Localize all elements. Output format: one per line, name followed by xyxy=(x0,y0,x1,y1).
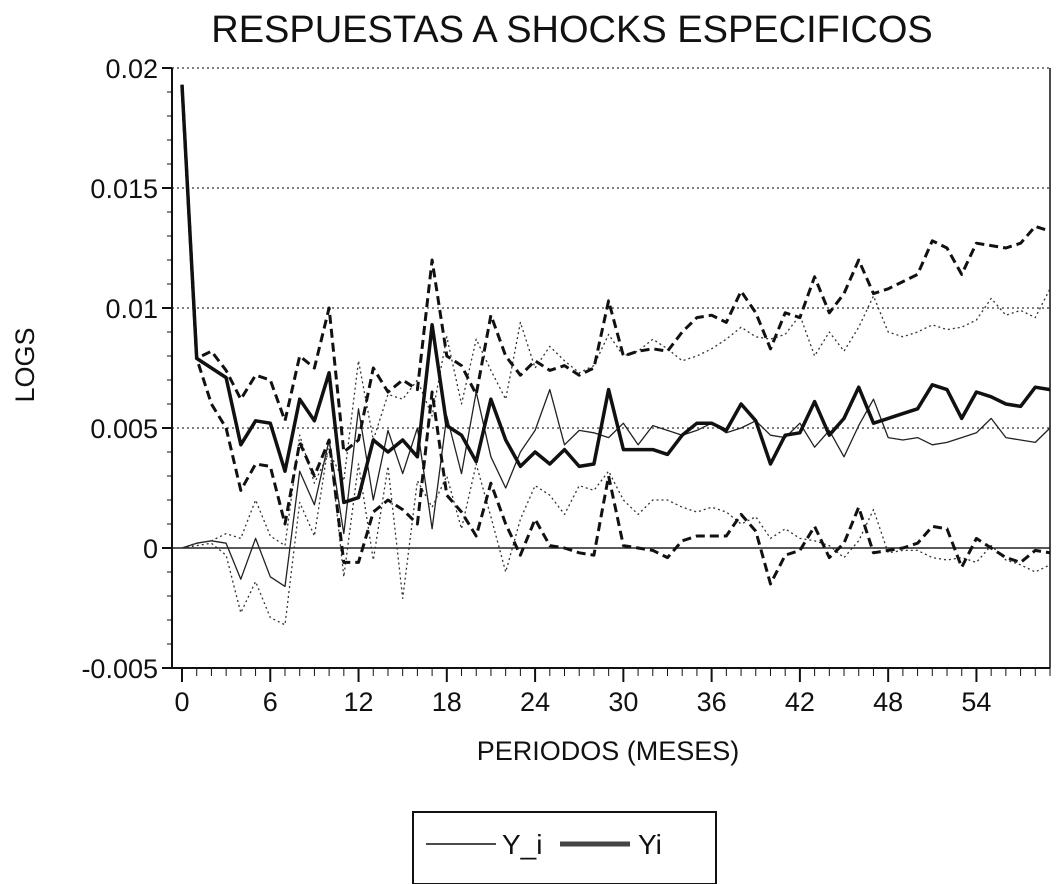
series-line-y-i-upper-band xyxy=(181,288,1051,549)
x-tick-label: 48 xyxy=(873,687,903,717)
y-tick-label: 0.005 xyxy=(90,414,158,444)
legend: Y_i Yi xyxy=(412,811,717,884)
legend-label-yi: Yi xyxy=(638,829,662,860)
x-tick-label: 30 xyxy=(608,687,638,717)
series-line-y-i xyxy=(181,388,1051,588)
x-tick-label: 18 xyxy=(432,687,462,717)
y-tick-label: 0.015 xyxy=(90,174,158,204)
x-tick-label: 54 xyxy=(961,687,991,717)
x-tick-label: 0 xyxy=(174,687,189,717)
series-line-yi xyxy=(180,84,1051,505)
y-tick-label: 0 xyxy=(143,534,158,564)
legend-box xyxy=(412,811,717,884)
series-line-y-i-lower-band xyxy=(181,439,1051,626)
axes xyxy=(162,67,1051,682)
x-axis-title: PERIODOS (MESES) xyxy=(477,736,740,766)
series-line-yi-lower-band xyxy=(180,84,1051,586)
y-tick-label: 0.02 xyxy=(105,54,158,84)
y-axis-title: LOGS xyxy=(10,327,40,402)
series-line-yi-upper-band xyxy=(180,84,1051,454)
x-tick-label: 42 xyxy=(785,687,815,717)
x-tick-label: 6 xyxy=(263,687,278,717)
y-tick-label: 0.01 xyxy=(105,294,158,324)
y-tick-label: -0.005 xyxy=(81,654,158,684)
tick-labels: -0.005 0 0.005 0.01 0.015 0.02 0 6 12 18 24 30 36 42 4… xyxy=(81,54,991,717)
x-tick-label: 24 xyxy=(520,687,550,717)
chart-title: RESPUESTAS A SHOCKS ESPECIFICOS xyxy=(211,9,933,51)
grid xyxy=(172,67,1050,669)
x-tick-label: 12 xyxy=(344,687,374,717)
legend-label-y-i: Y_i xyxy=(502,829,542,860)
series-group xyxy=(180,84,1051,626)
x-tick-label: 36 xyxy=(697,687,727,717)
